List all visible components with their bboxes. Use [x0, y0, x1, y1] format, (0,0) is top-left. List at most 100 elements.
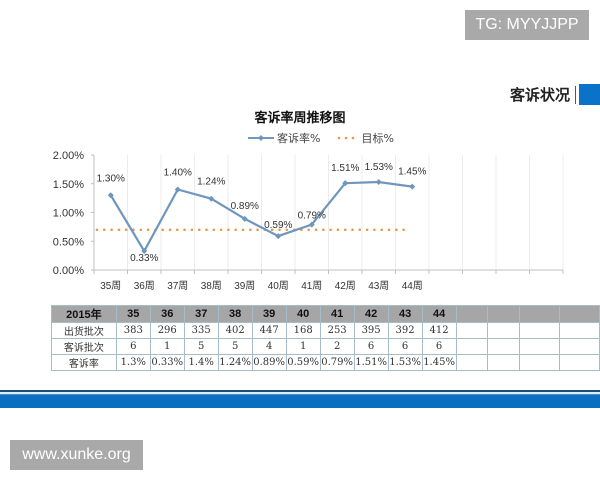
table-cell: 42: [353, 305, 389, 323]
footer-line: [0, 390, 600, 392]
data-point-marker: [275, 233, 282, 240]
table-cell: 38: [217, 305, 253, 323]
table-cell: [519, 305, 561, 323]
table-cell: 392: [387, 322, 423, 339]
y-tick-label: 2.00%: [53, 150, 84, 162]
table-cell: 44: [421, 305, 457, 323]
table-cell: 402: [217, 322, 253, 339]
y-tick-label: 1.50%: [53, 179, 84, 191]
row-label-cell: 出货批次: [51, 322, 117, 339]
data-label: 0.59%: [264, 220, 292, 231]
table-cell: 35: [115, 305, 151, 323]
table-cell: 1.24%: [217, 354, 253, 371]
x-tick-label: 43周: [368, 280, 389, 292]
footer-line-thin: [0, 394, 600, 395]
section-accent-square: [579, 84, 600, 105]
section-title: 客诉状况: [509, 86, 570, 104]
data-label: 1.24%: [197, 177, 225, 188]
x-tick-label: 42周: [335, 280, 356, 292]
table-cell: 0.33%: [149, 354, 185, 371]
table-cell: 0.89%: [251, 354, 287, 371]
data-label: 1.45%: [398, 167, 426, 178]
data-table-wrap: 2015年 35 36 37 38 39 40 41 42 43 44 出货批次 383 296 335 40…: [51, 305, 600, 371]
table-cell: 412: [421, 322, 457, 339]
table-cell: [487, 338, 521, 355]
data-point-marker: [342, 180, 349, 187]
x-tick-label: 40周: [268, 280, 289, 292]
x-tick-label: 41周: [301, 280, 322, 292]
table-row: 客诉批次 6 1 5 5 4 1 2 6 6 6: [51, 338, 600, 355]
table-cell: 6: [115, 338, 151, 355]
legend-label-rate: 客诉率%: [277, 132, 321, 145]
row-label-cell: 客诉率: [51, 354, 117, 371]
data-point-marker: [241, 215, 248, 222]
data-point-marker: [208, 195, 215, 202]
x-tick-label: 44周: [402, 280, 423, 292]
watermark-bottom: www.xunke.org: [10, 440, 143, 470]
table-cell: 335: [183, 322, 219, 339]
data-point-marker: [107, 192, 114, 199]
table-cell: [455, 322, 489, 339]
table-cell: 6: [353, 338, 389, 355]
table-cell: [455, 338, 489, 355]
dotted-line-icon: [338, 136, 355, 140]
table-cell: 1: [149, 338, 185, 355]
data-table: 2015年 35 36 37 38 39 40 41 42 43 44 出货批次 383 296 335 40…: [51, 305, 600, 371]
data-label: 1.51%: [331, 163, 359, 174]
table-cell: 36: [149, 305, 185, 323]
table-cell: [559, 354, 600, 371]
chart-legend: 客诉率% 目标%: [248, 130, 394, 146]
data-point-marker: [174, 186, 181, 193]
table-cell: 43: [387, 305, 423, 323]
x-tick-label: 38周: [201, 280, 222, 292]
data-point-marker: [141, 248, 148, 255]
y-tick-label: 0.00%: [53, 265, 84, 277]
table-cell: [519, 354, 561, 371]
table-cell: [559, 322, 600, 339]
table-cell: [519, 338, 561, 355]
table-cell: 4: [251, 338, 287, 355]
table-cell: 447: [251, 322, 287, 339]
table-header-row: 2015年 35 36 37 38 39 40 41 42 43 44: [51, 305, 600, 323]
table-cell: [487, 354, 521, 371]
table-cell: 5: [217, 338, 253, 355]
table-cell: 253: [319, 322, 355, 339]
x-tick-label: 36周: [134, 280, 155, 292]
data-label: 1.53%: [365, 162, 393, 173]
table-cell: 0.59%: [285, 354, 321, 371]
row-label-cell: 2015年: [51, 305, 117, 323]
table-cell: 6: [387, 338, 423, 355]
section-divider: [575, 86, 576, 104]
chart-title: 客诉率周推移图: [254, 111, 346, 126]
table-cell: 40: [285, 305, 321, 323]
table-cell: 39: [251, 305, 287, 323]
table-cell: [455, 354, 489, 371]
table-cell: 6: [421, 338, 457, 355]
table-cell: 1.3%: [115, 354, 151, 371]
table-cell: 296: [149, 322, 185, 339]
table-cell: 1.45%: [421, 354, 457, 371]
table-cell: 41: [319, 305, 355, 323]
data-label: 0.33%: [130, 253, 158, 264]
table-cell: 37: [183, 305, 219, 323]
line-marker-icon: [248, 135, 274, 141]
table-row: 客诉率 1.3% 0.33% 1.4% 1.24% 0.89% 0.59% 0.79% 1.51…: [51, 354, 600, 371]
table-cell: [519, 322, 561, 339]
table-cell: [455, 305, 489, 323]
table-cell: 1.4%: [183, 354, 219, 371]
data-point-marker: [409, 183, 416, 190]
watermark-top: TG: MYYJJPP: [465, 10, 589, 40]
chart-gridlines: [127, 155, 564, 270]
target-series: [95, 228, 405, 232]
rate-series: 1.30% 0.33% 1.40% 1.24% 0.89% 0.59% 0.79% 1.51%…: [97, 162, 427, 264]
legend-item-rate: 客诉率%: [248, 130, 320, 146]
table-cell: 5: [183, 338, 219, 355]
table-cell: 1.53%: [387, 354, 423, 371]
data-label: 0.79%: [298, 211, 326, 222]
table-cell: [487, 322, 521, 339]
data-label: 1.30%: [97, 173, 125, 184]
legend-label-target: 目标%: [361, 132, 394, 145]
row-label-cell: 客诉批次: [51, 338, 117, 355]
table-cell: 383: [115, 322, 151, 339]
footer-line-highlight: [0, 392, 600, 394]
